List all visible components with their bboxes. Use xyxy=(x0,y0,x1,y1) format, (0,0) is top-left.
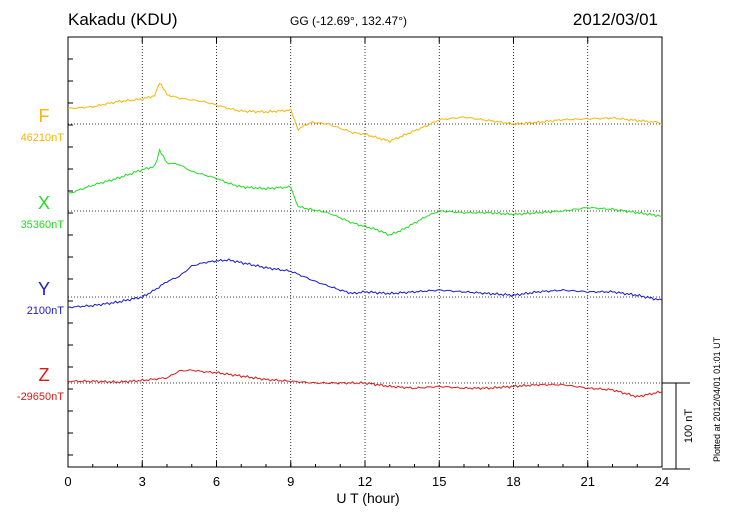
x-tick-label: 24 xyxy=(655,474,669,489)
x-tick-label: 6 xyxy=(213,474,220,489)
scale-bar: 100 nT xyxy=(662,382,695,470)
scale-bar-label: 100 nT xyxy=(683,409,695,444)
x-tick-label: 0 xyxy=(64,474,71,489)
x-tick-label: 9 xyxy=(287,474,294,489)
series-baseline-x: 35360nT xyxy=(21,219,65,231)
series-line-f xyxy=(67,82,663,144)
x-tick-label: 3 xyxy=(139,474,146,489)
plot-frame xyxy=(67,36,663,468)
series-line-z xyxy=(67,369,663,398)
series-name-f: F xyxy=(39,106,50,126)
x-tick-label: 12 xyxy=(358,474,372,489)
x-tick-label: 21 xyxy=(581,474,595,489)
series-name-x: X xyxy=(38,193,50,213)
series-name-z: Z xyxy=(39,365,50,385)
series-baseline-f: 46210nT xyxy=(21,132,65,144)
grid-lines xyxy=(68,37,662,467)
series-baseline-y: 2100nT xyxy=(27,305,65,317)
x-axis-ticks: 0 3 6 9 12 15 18 21 24 xyxy=(64,37,669,489)
x-tick-label: 18 xyxy=(506,474,520,489)
series-group xyxy=(67,82,663,398)
series-line-x xyxy=(67,148,663,237)
x-tick-label: 15 xyxy=(432,474,446,489)
station-title: Kakadu (KDU) xyxy=(68,10,178,29)
series-baseline-z: -29650nT xyxy=(17,391,64,403)
chart-date: 2012/03/01 xyxy=(572,10,658,29)
series-name-y: Y xyxy=(38,279,50,299)
series-labels: F 46210nT X 35360nT Y 2100nT Z -29650nT xyxy=(17,106,64,403)
station-coordinates: GG (-12.69°, 132.47°) xyxy=(290,14,407,28)
x-axis-label: U T (hour) xyxy=(336,490,399,506)
series-line-y xyxy=(67,258,663,309)
